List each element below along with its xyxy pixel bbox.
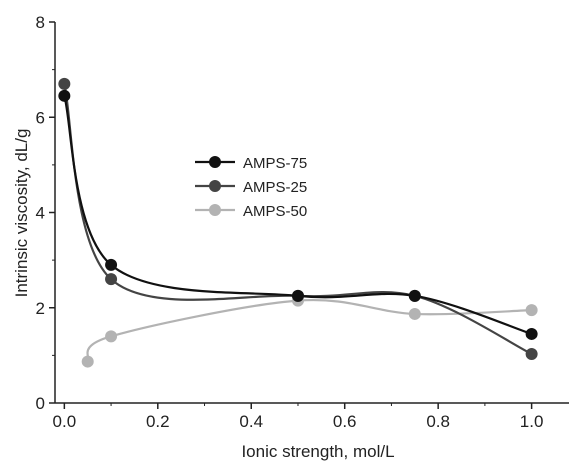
legend-label: AMPS-75 xyxy=(243,155,307,172)
x-tick-label: 0.8 xyxy=(426,412,450,431)
data-point-amps-50 xyxy=(525,304,538,317)
data-point-amps-75 xyxy=(58,89,71,102)
legend-marker xyxy=(209,180,221,192)
data-point-amps-75 xyxy=(408,289,421,302)
data-point-amps-75 xyxy=(291,289,304,302)
series-points xyxy=(58,77,538,368)
axes xyxy=(54,22,569,404)
y-axis-ticks: 0 2 4 6 8 xyxy=(36,13,55,413)
y-axis-title: Intrinsic viscosity, dL/g xyxy=(12,129,31,298)
series-lines xyxy=(63,83,533,363)
x-tick-label: 1.0 xyxy=(520,412,544,431)
series-line-amps-75 xyxy=(63,95,532,335)
data-point-amps-25 xyxy=(58,77,71,90)
x-tick-label: 0.4 xyxy=(239,412,263,431)
legend-label: AMPS-25 xyxy=(243,179,307,196)
x-axis-title: Ionic strength, mol/L xyxy=(241,442,394,461)
data-point-amps-25 xyxy=(105,273,118,286)
y-tick-label: 2 xyxy=(36,299,45,318)
series-line-amps-25 xyxy=(63,83,533,355)
data-point-amps-25 xyxy=(525,347,538,360)
legend-marker xyxy=(209,204,221,216)
data-point-amps-50 xyxy=(105,330,118,343)
legend-label: AMPS-50 xyxy=(243,203,307,220)
x-axis-ticks: 0.0 0.2 0.4 0.6 0.8 1.0 xyxy=(53,403,544,431)
x-tick-label: 0.2 xyxy=(146,412,170,431)
data-point-amps-50 xyxy=(81,355,94,368)
x-tick-label: 0.6 xyxy=(333,412,357,431)
legend-marker xyxy=(209,156,221,168)
y-tick-label: 8 xyxy=(36,13,45,32)
y-tick-label: 6 xyxy=(36,108,45,127)
data-point-amps-75 xyxy=(525,327,538,340)
legend: AMPS-75 AMPS-25 AMPS-50 xyxy=(195,155,307,220)
x-tick-label: 0.0 xyxy=(53,412,77,431)
data-point-amps-50 xyxy=(408,307,421,320)
y-tick-label: 4 xyxy=(36,204,45,223)
y-tick-label: 0 xyxy=(36,394,45,413)
data-point-amps-75 xyxy=(105,258,118,271)
